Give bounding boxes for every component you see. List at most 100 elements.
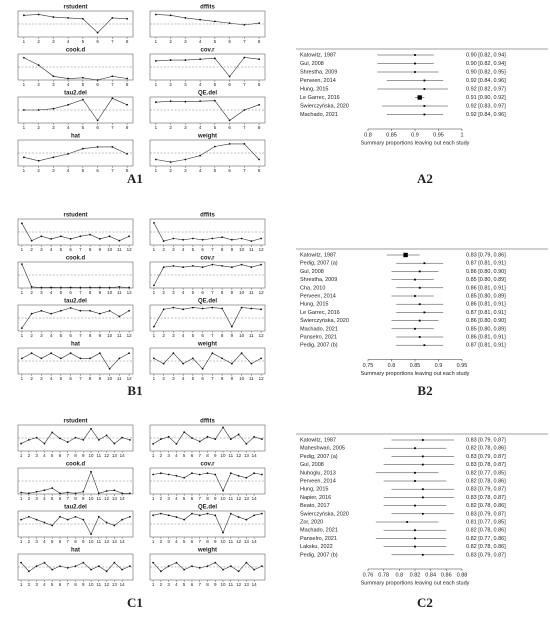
x-tick-label: 1	[460, 132, 463, 138]
data-point	[167, 565, 170, 568]
x-tick-label: 6	[59, 539, 62, 544]
x-tick-label: 2	[37, 82, 40, 87]
data-point	[182, 266, 185, 269]
x-tick-label: 0.86	[441, 572, 452, 578]
x-tick-label: 11	[228, 539, 233, 544]
point-estimate	[421, 512, 424, 515]
data-point	[89, 357, 92, 360]
x-tick-label: 1	[21, 333, 24, 338]
data-point	[243, 23, 246, 26]
x-tick-label: 8	[258, 125, 261, 130]
x-tick-label: 7	[211, 247, 214, 252]
data-point	[59, 437, 61, 440]
x-tick-label: 12	[259, 333, 265, 338]
x-tick-label: 8	[126, 125, 129, 130]
data-point	[81, 98, 84, 101]
data-point	[253, 472, 256, 475]
x-tick-label: 8	[126, 82, 129, 87]
x-tick-label: 13	[244, 582, 250, 587]
series-line	[21, 352, 130, 370]
x-tick-label: 5	[183, 496, 186, 501]
x-tick-label: 11	[249, 376, 254, 381]
study-name: Le Garrec, 2016	[300, 310, 340, 316]
x-tick-label: 5	[192, 247, 195, 252]
x-tick-label: 11	[96, 453, 101, 458]
data-point	[221, 236, 224, 239]
panel-label: C1	[127, 595, 143, 610]
x-tick-label: 6	[69, 376, 72, 381]
data-point	[43, 521, 46, 524]
x-tick-label: 0.78	[378, 572, 389, 578]
x-tick-label: 9	[214, 496, 217, 501]
x-tick-label: 11	[117, 247, 122, 252]
x-tick-label: 3	[35, 496, 38, 501]
x-tick-label: 6	[191, 496, 194, 501]
value-label: 0.86 [0.80, 0.90]	[466, 318, 506, 324]
data-point	[37, 64, 40, 67]
value-label: 0.87 [0.81, 0.91]	[466, 343, 506, 349]
x-tick-label: 7	[111, 39, 114, 44]
x-tick-label: 10	[239, 333, 245, 338]
data-point	[191, 306, 194, 309]
x-tick-label: 7	[243, 82, 246, 87]
data-point	[59, 515, 61, 518]
data-point	[22, 56, 25, 59]
data-point	[222, 426, 224, 429]
data-point	[67, 152, 70, 155]
data-point	[191, 237, 194, 240]
panel-label: B2	[417, 383, 432, 398]
study-name: Zor, 2020	[300, 519, 323, 525]
x-tick-label: 3	[184, 82, 187, 87]
series-line	[153, 472, 262, 492]
data-point	[229, 472, 232, 475]
point-estimate	[418, 270, 421, 273]
x-tick-label: 4	[175, 496, 178, 501]
x-tick-label: 4	[43, 453, 46, 458]
x-tick-label: 0.9	[435, 363, 443, 369]
study-name: Perveen, 2014	[300, 293, 336, 299]
x-tick-label: 3	[35, 453, 38, 458]
data-point	[240, 352, 243, 355]
data-point	[243, 56, 246, 59]
x-axis-label: Summary proportions leaving out each stu…	[361, 580, 470, 586]
x-tick-label: 8	[89, 290, 92, 295]
x-tick-label: 3	[184, 125, 187, 130]
x-tick-label: 5	[183, 539, 186, 544]
x-tick-label: 10	[107, 333, 113, 338]
series-line	[153, 222, 262, 242]
data-point	[118, 357, 121, 360]
x-tick-label: 6	[96, 82, 99, 87]
data-point	[152, 514, 155, 517]
data-point	[108, 286, 111, 289]
data-point	[152, 357, 155, 360]
x-tick-label: 4	[199, 125, 202, 130]
x-tick-label: 6	[59, 453, 62, 458]
study-name: Maheshwari, 2005	[300, 446, 345, 452]
value-label: 0.85 [0.80, 0.89]	[466, 326, 506, 332]
data-point	[74, 492, 77, 495]
data-point	[121, 492, 124, 495]
x-tick-label: 11	[117, 290, 122, 295]
point-estimate	[423, 344, 426, 347]
data-point	[183, 568, 186, 571]
value-label: 0.82 [0.77, 0.86]	[466, 536, 506, 542]
x-tick-label: 12	[236, 539, 242, 544]
x-tick-label: 3	[52, 39, 55, 44]
value-label: 0.92 [0.84, 0.96]	[466, 112, 506, 118]
x-axis-label: Summary proportions leaving out each stu…	[361, 140, 470, 146]
data-point	[27, 515, 30, 518]
data-point	[199, 58, 202, 61]
x-tick-label: 3	[167, 582, 170, 587]
data-point	[230, 238, 233, 241]
data-point	[221, 307, 224, 310]
x-tick-label: 3	[35, 539, 38, 544]
x-tick-label: 14	[252, 453, 258, 458]
data-point	[211, 306, 214, 309]
x-tick-label: 13	[244, 539, 250, 544]
x-tick-label: 6	[59, 496, 62, 501]
point-estimate	[423, 311, 426, 314]
x-tick-label: 3	[35, 582, 38, 587]
x-tick-label: 10	[107, 376, 113, 381]
x-tick-label: 4	[199, 168, 202, 173]
x-tick-label: 12	[259, 247, 265, 252]
